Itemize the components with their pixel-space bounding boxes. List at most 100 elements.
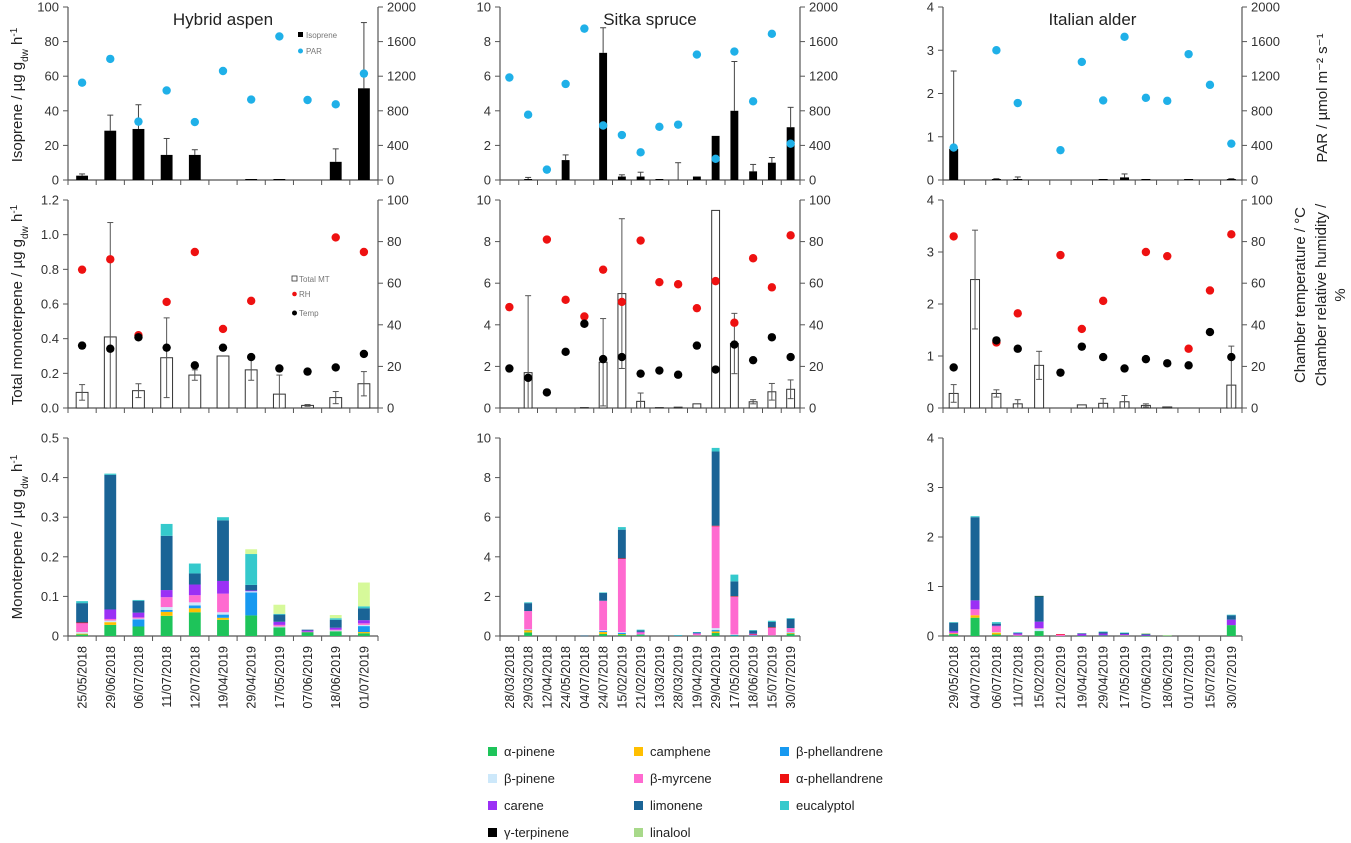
temp-point [542, 388, 552, 397]
right-axis: 0 400 800 1200 1600 2000 [377, 0, 416, 188]
tick-label: 100 [387, 193, 409, 208]
stacked-segment-camphene [949, 633, 959, 635]
total-mt-bar [1162, 406, 1173, 409]
stacked-segment-limonene [357, 608, 370, 621]
stacked-segment-limonene [1013, 632, 1023, 634]
tick-label: 1600 [387, 34, 416, 49]
date-label: 15/02/2019 [615, 646, 629, 709]
rh-legend-swatch [292, 291, 297, 297]
isoprene-bar [1120, 177, 1130, 180]
stacked-segment-pinene [599, 634, 608, 636]
tick-label: 1200 [809, 69, 838, 84]
stacked-segment-pinene [273, 627, 286, 636]
tick-label: 40 [1251, 317, 1265, 332]
stacked-segment-eucalyptol [76, 601, 89, 604]
stacked-segment-carene [301, 630, 314, 632]
stacked-segment-eucalyptol [767, 620, 776, 622]
tick-label: 100 [37, 0, 59, 15]
par-point [134, 117, 143, 126]
stacked-segment-pinene [1141, 635, 1151, 637]
isoprene-bar [188, 154, 201, 180]
date-label: 06/07/2018 [132, 646, 146, 709]
tick-label: 100 [1251, 193, 1273, 208]
stacked-segment-carene [1141, 634, 1151, 636]
isoprene-bar [749, 171, 758, 180]
date-label: 15/02/2019 [1033, 646, 1047, 709]
stacked-segment-eucalyptol [160, 523, 173, 536]
stacked-segment-camphene [188, 608, 201, 613]
tick-label: 0 [1251, 401, 1258, 416]
stacked-segment-limonene [160, 535, 173, 591]
rh-point [505, 302, 514, 312]
legend-item: β-myrcene [634, 771, 712, 786]
temp-point [331, 363, 340, 372]
tick-label: 4 [927, 193, 934, 208]
stacked-segment-camphene [711, 631, 720, 634]
tick-label: 6 [484, 510, 491, 525]
stacked-segment-limonene [1226, 615, 1236, 620]
right-axis: 0 20 40 60 80 100 [1241, 193, 1273, 416]
par-point [673, 120, 683, 129]
rh-point [786, 231, 795, 240]
inset-legend-label: RH [299, 290, 311, 299]
temp-point [561, 347, 570, 357]
temp-point [359, 349, 369, 359]
rh-point [1098, 296, 1108, 306]
stacked-segment-pinene [949, 634, 959, 636]
tick-label: 10 [477, 193, 491, 208]
stacked-segment-pinene [786, 634, 795, 636]
tick-label: 1 [927, 129, 934, 144]
date-label: 19/04/2019 [690, 646, 704, 709]
tick-label: 40 [809, 317, 823, 332]
stacked-segment-pinene [188, 612, 201, 636]
tick-label: 0 [927, 629, 934, 644]
stacked-segment-carene [1013, 633, 1023, 635]
tick-label: 80 [387, 234, 401, 249]
par-point [655, 122, 664, 132]
stacked-segment-pinene [76, 634, 89, 636]
stacked-segment-linalool [1162, 635, 1172, 636]
temp-point [786, 352, 795, 362]
rh-point [748, 254, 758, 263]
rh-point [190, 247, 200, 257]
humidity-unit-title: % [1332, 288, 1349, 301]
par-point [1098, 96, 1108, 105]
isoprene-bar [329, 161, 342, 180]
legend-label: α-phellandrene [796, 771, 884, 786]
stacked-segment-eucalyptol [1098, 631, 1108, 633]
stacked-segment-myrcene [1120, 635, 1130, 636]
tick-label: 10 [477, 431, 491, 446]
stacked-segment-pinene [711, 628, 720, 631]
stacked-segment-eucalyptol [991, 622, 1001, 624]
par-point [1205, 80, 1215, 90]
stacked-segment-eucalyptol [730, 574, 739, 582]
left-axis: 0.0 0.2 0.4 0.6 0.8 1.0 1.2 [41, 193, 69, 416]
stacked-segment-pinene [1013, 635, 1023, 637]
stacked-segment-camphene [970, 615, 980, 618]
stacked-segment-phellandrene [599, 631, 608, 633]
legend-item: limonene [634, 798, 703, 813]
par-point [617, 130, 627, 140]
stacked-segment-limonene [1141, 633, 1151, 635]
stacked-segment-pinene [524, 632, 533, 636]
stacked-segment-eucalyptol [357, 606, 370, 609]
stacked-segment-pinene [692, 635, 701, 637]
isoprene-bar [767, 162, 776, 180]
tick-label: 0.4 [41, 470, 59, 485]
par-point [598, 121, 608, 130]
temp-point [636, 369, 645, 378]
tick-label: 0 [809, 173, 816, 188]
tick-label: 0.6 [41, 297, 59, 312]
date-label: 11/07/2018 [160, 646, 174, 708]
stacked-segment-camphene [617, 634, 626, 635]
panel-title: Sitka spruce [603, 10, 697, 29]
tick-label: 0 [52, 173, 59, 188]
date-label: 29/04/2019 [1097, 646, 1111, 709]
stacked-segment-eucalyptol [1226, 614, 1236, 616]
temp-point [949, 363, 958, 372]
stacked-segment-pinene [1120, 635, 1130, 637]
stacked-segment-myrcene [617, 558, 626, 633]
temp-point [692, 341, 702, 350]
x-axis [942, 179, 1243, 185]
stacked-segment-limonene [636, 630, 645, 632]
